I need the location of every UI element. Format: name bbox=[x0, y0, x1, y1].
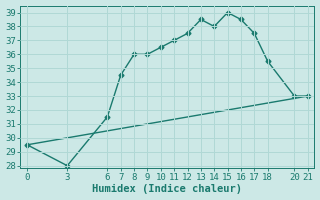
X-axis label: Humidex (Indice chaleur): Humidex (Indice chaleur) bbox=[92, 184, 243, 194]
